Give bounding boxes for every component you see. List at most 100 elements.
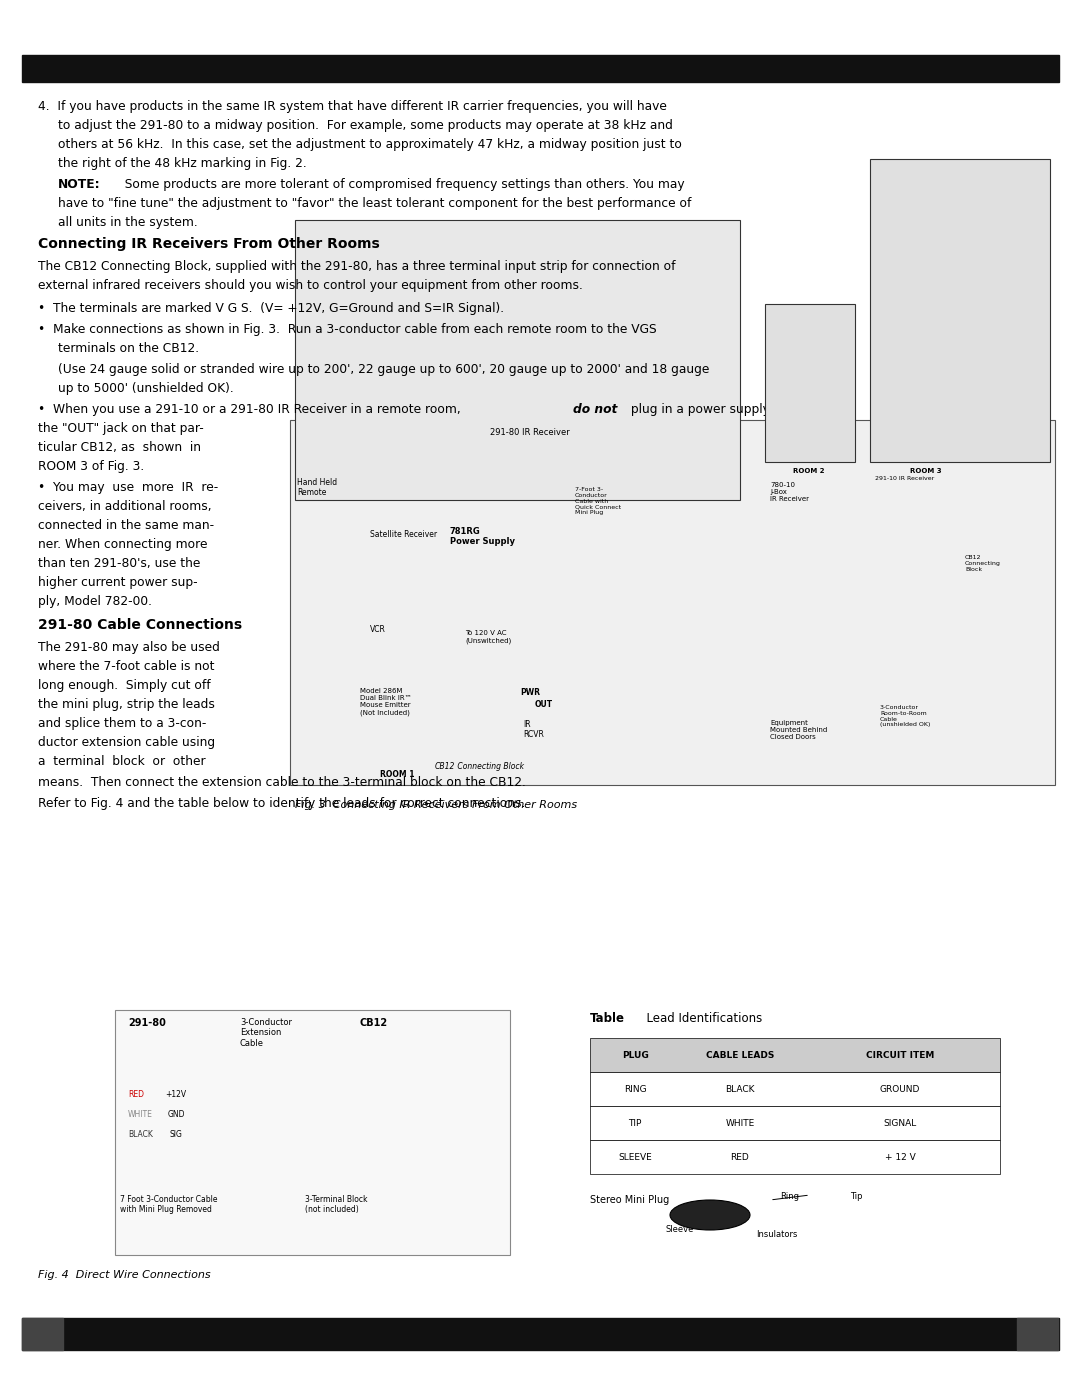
Text: Satellite Receiver: Satellite Receiver	[370, 529, 437, 539]
Text: ductor extension cable using: ductor extension cable using	[38, 736, 215, 749]
Text: Tip: Tip	[850, 1192, 863, 1201]
Text: ticular CB12, as  shown  in: ticular CB12, as shown in	[38, 441, 201, 454]
Text: do not: do not	[572, 402, 617, 416]
Text: PLUG: PLUG	[622, 1051, 648, 1059]
Text: CB12: CB12	[360, 1018, 388, 1028]
Text: To 120 V AC
(Unswitched): To 120 V AC (Unswitched)	[465, 630, 511, 644]
Bar	[590, 1106, 1000, 1140]
Text: the mini plug, strip the leads: the mini plug, strip the leads	[38, 698, 215, 711]
Text: 3-Conductor
Extension
Cable: 3-Conductor Extension Cable	[240, 1018, 292, 1048]
Text: up to 5000' (unshielded OK).: up to 5000' (unshielded OK).	[58, 381, 233, 395]
Text: BLACK: BLACK	[129, 1130, 153, 1139]
Text: Fig. 4  Direct Wire Connections: Fig. 4 Direct Wire Connections	[38, 1270, 211, 1280]
Text: than ten 291-80's, use the: than ten 291-80's, use the	[38, 557, 201, 570]
Text: IR
RCVR: IR RCVR	[523, 719, 544, 739]
Text: (Use 24 gauge solid or stranded wire up to 200', 22 gauge up to 600', 20 gauge u: (Use 24 gauge solid or stranded wire up …	[58, 363, 710, 376]
Text: 291-80: 291-80	[129, 1018, 166, 1028]
Text: 4.  If you have products in the same IR system that have different IR carrier fr: 4. If you have products in the same IR s…	[38, 101, 666, 113]
Text: CB12: CB12	[435, 761, 456, 771]
Text: higher current power sup-: higher current power sup-	[38, 576, 198, 590]
Text: connected in the same man-: connected in the same man-	[38, 520, 214, 532]
Text: 3-Conductor
Room-to-Room
Cable
(unshielded OK): 3-Conductor Room-to-Room Cable (unshield…	[880, 705, 930, 728]
Text: 2: 2	[59, 1327, 68, 1341]
Text: Connecting Block: Connecting Block	[455, 761, 524, 771]
Text: 780-10
J-Box
IR Receiver: 780-10 J-Box IR Receiver	[770, 482, 809, 502]
Text: to adjust the 291-80 to a midway position.  For example, some products may opera: to adjust the 291-80 to a midway positio…	[58, 119, 673, 131]
Text: 291-80 Cable Connections: 291-80 Cable Connections	[38, 617, 242, 631]
Text: Stereo Mini Plug: Stereo Mini Plug	[590, 1194, 670, 1206]
Text: RED: RED	[129, 1090, 144, 1099]
Text: RING: RING	[623, 1084, 646, 1094]
Text: BLACK: BLACK	[726, 1084, 755, 1094]
Text: Ring: Ring	[780, 1192, 799, 1201]
Text: ply, Model 782-00.: ply, Model 782-00.	[38, 595, 152, 608]
Text: NOTE:: NOTE:	[58, 177, 100, 191]
Bar	[1017, 1317, 1058, 1350]
Text: Lead Identifications: Lead Identifications	[638, 1011, 761, 1025]
Text: SLEEVE: SLEEVE	[618, 1153, 652, 1161]
Text: Hand Held
Remote: Hand Held Remote	[297, 478, 337, 497]
Text: The CB12 Connecting Block, supplied with the 291-80, has a three terminal input : The CB12 Connecting Block, supplied with…	[38, 260, 675, 272]
Text: xantech: xantech	[496, 1324, 584, 1344]
Text: The 291-80 may also be used: The 291-80 may also be used	[38, 641, 220, 654]
Text: CABLE LEADS: CABLE LEADS	[706, 1051, 774, 1059]
Text: WHITE: WHITE	[129, 1111, 153, 1119]
Text: OUT: OUT	[535, 700, 553, 710]
Text: a  terminal  block  or  other: a terminal block or other	[38, 754, 205, 768]
Text: GROUND: GROUND	[880, 1084, 920, 1094]
Text: •  The terminals are marked V G S.  (V= +12V, G=Ground and S=IR Signal).: • The terminals are marked V G S. (V= +1…	[38, 302, 504, 314]
Text: ceivers, in additional rooms,: ceivers, in additional rooms,	[38, 500, 212, 513]
Text: Connecting IR Receivers From Other Rooms: Connecting IR Receivers From Other Rooms	[38, 237, 380, 251]
Text: 291-80: 291-80	[983, 1327, 1031, 1341]
Text: +12V: +12V	[165, 1090, 186, 1099]
Text: + 12 V: + 12 V	[885, 1153, 916, 1161]
Text: all units in the system.: all units in the system.	[58, 217, 198, 229]
Text: VCR: VCR	[370, 624, 386, 634]
Text: have to "fine tune" the adjustment to "favor" the least tolerant component for t: have to "fine tune" the adjustment to "f…	[58, 197, 691, 210]
Text: Sleeve: Sleeve	[665, 1225, 693, 1234]
Text: long enough.  Simply cut off: long enough. Simply cut off	[38, 679, 211, 692]
Bar	[590, 1140, 1000, 1173]
Text: Fig. 3  Connecting IR Receivers From Other Rooms: Fig. 3 Connecting IR Receivers From Othe…	[295, 800, 577, 810]
Bar	[22, 1317, 1058, 1350]
Text: 291-10 IR Receiver: 291-10 IR Receiver	[875, 476, 934, 481]
Text: Table: Table	[590, 1011, 625, 1025]
Bar	[295, 219, 740, 500]
Text: and splice them to a 3-con-: and splice them to a 3-con-	[38, 717, 206, 731]
Text: 7-Foot 3-
Conductor
Cable with
Quick Connect
Mini Plug: 7-Foot 3- Conductor Cable with Quick Con…	[575, 488, 621, 515]
Text: Model 286M
Dual Blink IR™
Mouse Emitter
(Not Included): Model 286M Dual Blink IR™ Mouse Emitter …	[360, 687, 411, 715]
Text: Refer to Fig. 4 and the table below to identify the leads for correct connection: Refer to Fig. 4 and the table below to i…	[38, 798, 525, 810]
Text: SIG: SIG	[170, 1130, 183, 1139]
Text: terminals on the CB12.: terminals on the CB12.	[58, 342, 199, 355]
Text: external infrared receivers should you wish to control your equipment from other: external infrared receivers should you w…	[38, 279, 583, 292]
Text: 781RG
Power Supply: 781RG Power Supply	[450, 527, 515, 546]
Bar	[291, 420, 1055, 785]
Text: CIRCUIT ITEM: CIRCUIT ITEM	[866, 1051, 934, 1059]
Bar	[870, 159, 1050, 462]
Text: where the 7-foot cable is not: where the 7-foot cable is not	[38, 659, 215, 673]
Text: plug in a power supply or use: plug in a power supply or use	[626, 402, 811, 416]
Text: ROOM 3 of Fig. 3.: ROOM 3 of Fig. 3.	[38, 460, 145, 474]
Bar	[22, 1317, 63, 1350]
Text: ner. When connecting more: ner. When connecting more	[38, 538, 207, 550]
Text: 291-80 IR Receiver: 291-80 IR Receiver	[490, 427, 570, 437]
Text: others at 56 kHz.  In this case, set the adjustment to approximately 47 kHz, a m: others at 56 kHz. In this case, set the …	[58, 138, 681, 151]
Text: GND: GND	[168, 1111, 186, 1119]
Text: the "OUT" jack on that par-: the "OUT" jack on that par-	[38, 422, 204, 434]
Text: Insulators: Insulators	[756, 1229, 797, 1239]
Text: 3-Terminal Block
(not included): 3-Terminal Block (not included)	[305, 1194, 367, 1214]
Text: SIGNAL: SIGNAL	[883, 1119, 917, 1127]
Text: ROOM 1: ROOM 1	[380, 770, 415, 780]
Text: •  Make connections as shown in Fig. 3.  Run a 3-conductor cable from each remot: • Make connections as shown in Fig. 3. R…	[38, 323, 657, 337]
Text: ROOM 2: ROOM 2	[793, 468, 824, 474]
Text: the right of the 48 kHz marking in Fig. 2.: the right of the 48 kHz marking in Fig. …	[58, 156, 307, 170]
Text: CB12
Connecting
Block: CB12 Connecting Block	[966, 555, 1001, 571]
Text: PWR: PWR	[519, 687, 540, 697]
Text: Equipment
Mounted Behind
Closed Doors: Equipment Mounted Behind Closed Doors	[770, 719, 827, 740]
Text: RED: RED	[731, 1153, 750, 1161]
Bar	[765, 305, 855, 462]
Text: means.  Then connect the extension cable to the 3-terminal block on the CB12.: means. Then connect the extension cable …	[38, 775, 526, 789]
Text: Some products are more tolerant of compromised frequency settings than others. Y: Some products are more tolerant of compr…	[118, 177, 685, 191]
Bar	[22, 54, 1058, 82]
Text: WHITE: WHITE	[726, 1119, 755, 1127]
